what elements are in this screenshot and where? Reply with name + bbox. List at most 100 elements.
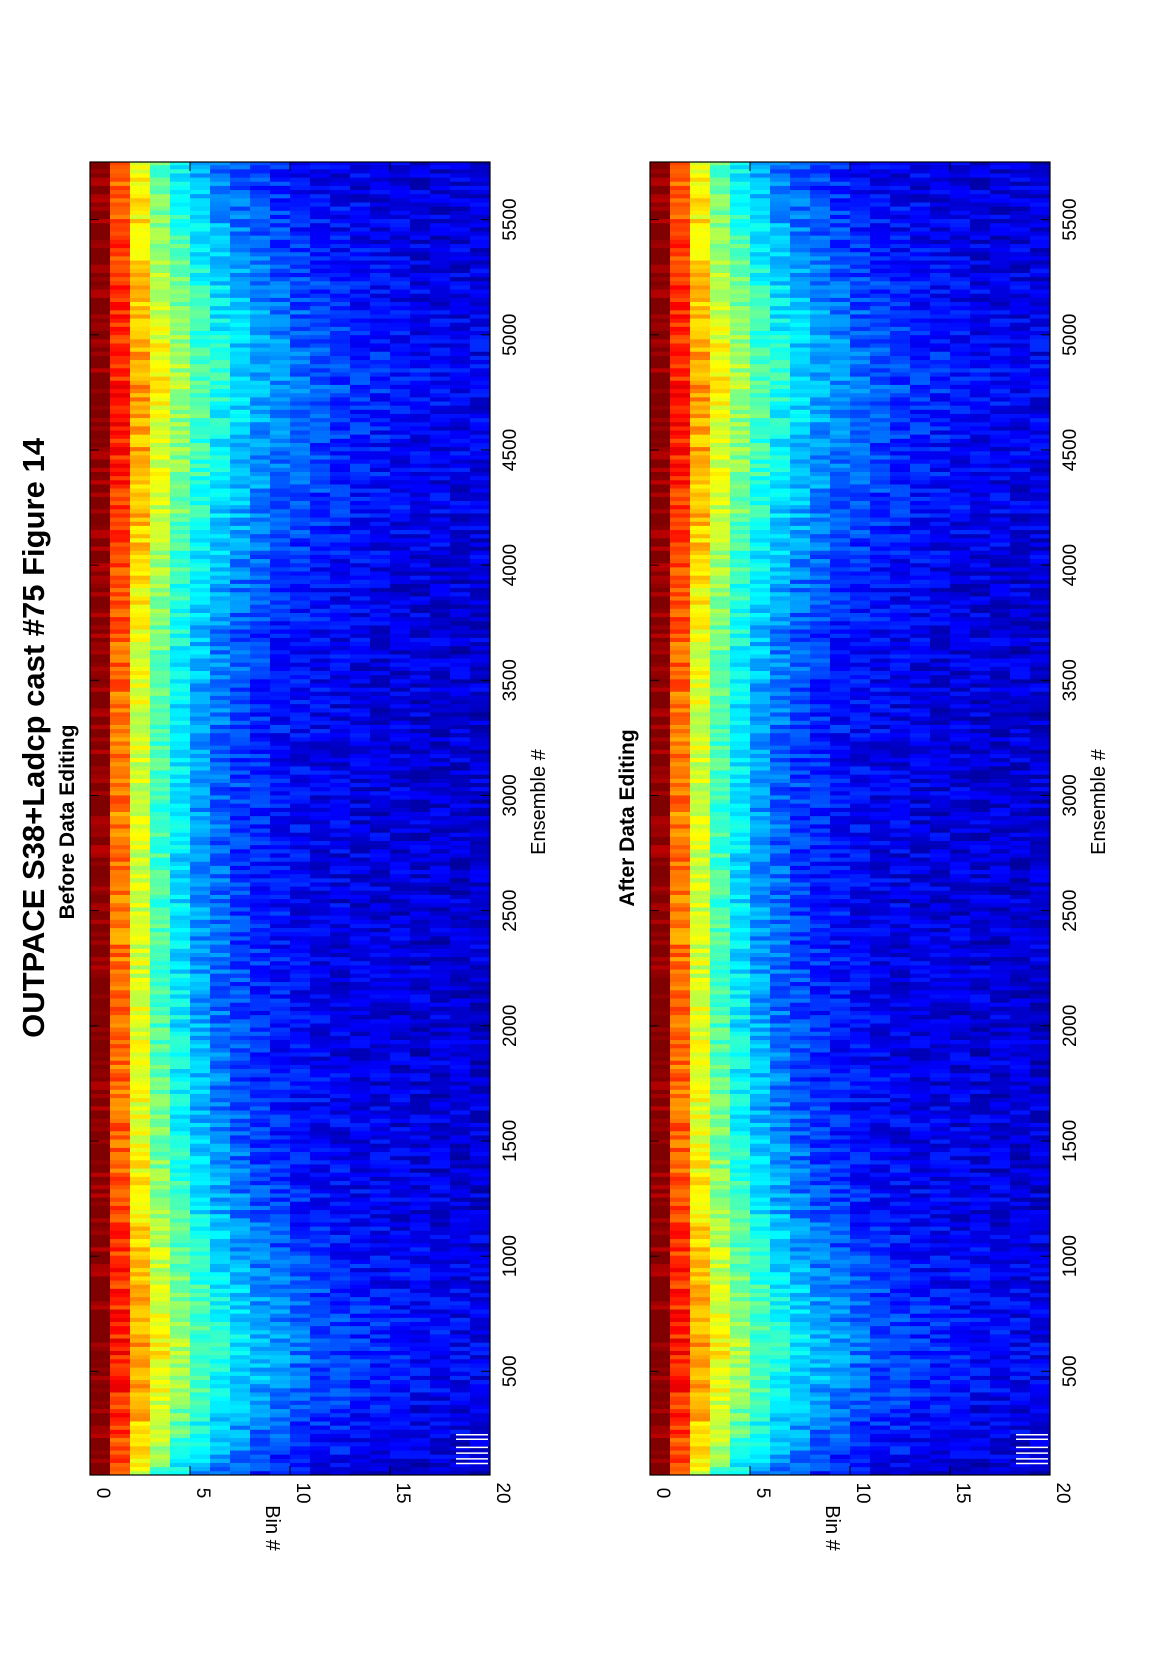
heatmap-cell bbox=[110, 1234, 131, 1240]
heatmap-cell bbox=[130, 1450, 151, 1455]
heatmap-cell bbox=[310, 1105, 331, 1111]
heatmap-cell bbox=[230, 886, 251, 891]
heatmap-cell bbox=[290, 1379, 311, 1385]
heatmap-cell bbox=[90, 1445, 111, 1451]
heatmap-cell bbox=[370, 1284, 391, 1289]
heatmap-cell bbox=[210, 662, 231, 667]
heatmap-cell bbox=[210, 1466, 231, 1472]
heatmap-cell bbox=[230, 1354, 251, 1360]
heatmap-cell bbox=[350, 678, 371, 684]
heatmap-cell bbox=[210, 467, 231, 472]
heatmap-cell bbox=[430, 1450, 451, 1455]
heatmap-cell bbox=[90, 720, 111, 725]
heatmap-cell bbox=[410, 566, 431, 572]
heatmap-cell bbox=[350, 1122, 371, 1128]
heatmap-cell bbox=[190, 662, 211, 667]
heatmap-cell bbox=[290, 471, 311, 477]
heatmap-cell bbox=[450, 620, 471, 626]
heatmap-cell bbox=[410, 778, 431, 783]
heatmap-cell bbox=[190, 1226, 211, 1231]
heatmap-cell bbox=[430, 836, 451, 842]
heatmap-cell bbox=[330, 1242, 351, 1248]
heatmap-cell bbox=[90, 965, 111, 970]
heatmap-cell bbox=[310, 1130, 331, 1136]
heatmap-cell bbox=[290, 616, 311, 622]
heatmap-cell bbox=[150, 1023, 171, 1028]
heatmap-cell bbox=[190, 882, 211, 887]
heatmap-cell bbox=[330, 973, 351, 978]
heatmap-cell bbox=[430, 807, 451, 812]
heatmap-cell bbox=[130, 612, 151, 618]
heatmap-cell bbox=[250, 795, 271, 800]
heatmap-cell bbox=[310, 455, 331, 460]
heatmap-cell bbox=[410, 940, 431, 945]
heatmap-cell bbox=[130, 595, 151, 601]
heatmap-cell bbox=[230, 1408, 251, 1414]
heatmap-cell bbox=[450, 736, 471, 742]
heatmap-cell bbox=[130, 720, 151, 725]
heatmap-cell bbox=[450, 629, 471, 634]
heatmap-cell bbox=[290, 1421, 311, 1426]
heatmap-cell bbox=[250, 633, 271, 638]
heatmap-cell bbox=[270, 550, 291, 555]
heatmap-cell bbox=[150, 1450, 171, 1455]
heatmap-cell bbox=[390, 513, 411, 518]
heatmap-cell bbox=[430, 1288, 451, 1293]
heatmap-cell bbox=[470, 1412, 491, 1418]
heatmap-cell bbox=[410, 1230, 431, 1235]
heatmap-cell bbox=[150, 1056, 171, 1061]
heatmap-cell bbox=[250, 1416, 271, 1422]
heatmap-cell bbox=[170, 803, 191, 808]
heatmap-cell bbox=[390, 720, 411, 725]
heatmap-cell bbox=[310, 927, 331, 933]
heatmap-cell bbox=[350, 873, 371, 879]
heatmap-cell bbox=[130, 1110, 151, 1115]
heatmap-cell bbox=[410, 786, 431, 792]
heatmap-cell bbox=[170, 484, 191, 489]
heatmap-cell bbox=[150, 529, 171, 535]
heatmap-cell bbox=[110, 1093, 131, 1099]
heatmap-cell bbox=[110, 579, 131, 584]
heatmap-cell bbox=[190, 1043, 211, 1049]
heatmap-cell bbox=[370, 1064, 391, 1070]
heatmap-cell bbox=[350, 1089, 371, 1094]
heatmap-cell bbox=[190, 857, 211, 862]
heatmap-cell bbox=[90, 1164, 111, 1169]
heatmap-cell bbox=[210, 906, 231, 912]
heatmap-cell bbox=[270, 1093, 291, 1099]
heatmap-cell bbox=[290, 1325, 311, 1331]
heatmap-cell bbox=[390, 1168, 411, 1173]
heatmap-cell bbox=[390, 1205, 411, 1211]
heatmap-cell bbox=[150, 865, 171, 871]
heatmap-cell bbox=[150, 616, 171, 622]
heatmap-cell bbox=[230, 985, 251, 991]
heatmap-cell bbox=[310, 620, 331, 626]
heatmap-cell bbox=[330, 678, 351, 684]
heatmap-cell bbox=[430, 898, 451, 904]
heatmap-cell bbox=[150, 1280, 171, 1285]
heatmap-cell bbox=[110, 1031, 131, 1036]
heatmap-cell bbox=[330, 1429, 351, 1434]
heatmap-cell bbox=[250, 463, 271, 468]
heatmap-cell bbox=[270, 1437, 291, 1443]
heatmap-cell bbox=[250, 757, 271, 763]
heatmap-cell bbox=[210, 815, 231, 821]
heatmap-cell bbox=[210, 989, 231, 995]
heatmap-cell bbox=[310, 1425, 331, 1430]
heatmap-cell bbox=[210, 877, 231, 883]
heatmap-cell bbox=[370, 1047, 391, 1053]
heatmap-cell bbox=[290, 1114, 311, 1119]
heatmap-cell bbox=[110, 749, 131, 754]
heatmap-cell bbox=[350, 1354, 371, 1360]
heatmap-cell bbox=[430, 537, 451, 543]
heatmap-cell bbox=[250, 1193, 271, 1198]
heatmap-cell bbox=[470, 869, 491, 875]
heatmap-cell bbox=[410, 612, 431, 618]
heatmap-cell bbox=[270, 558, 291, 564]
heatmap-cell bbox=[90, 1101, 111, 1107]
heatmap-cell bbox=[230, 890, 251, 895]
heatmap-cell bbox=[110, 620, 131, 626]
heatmap-cell bbox=[230, 1222, 251, 1227]
heatmap-cell bbox=[330, 1081, 351, 1086]
heatmap-cell bbox=[430, 620, 451, 626]
